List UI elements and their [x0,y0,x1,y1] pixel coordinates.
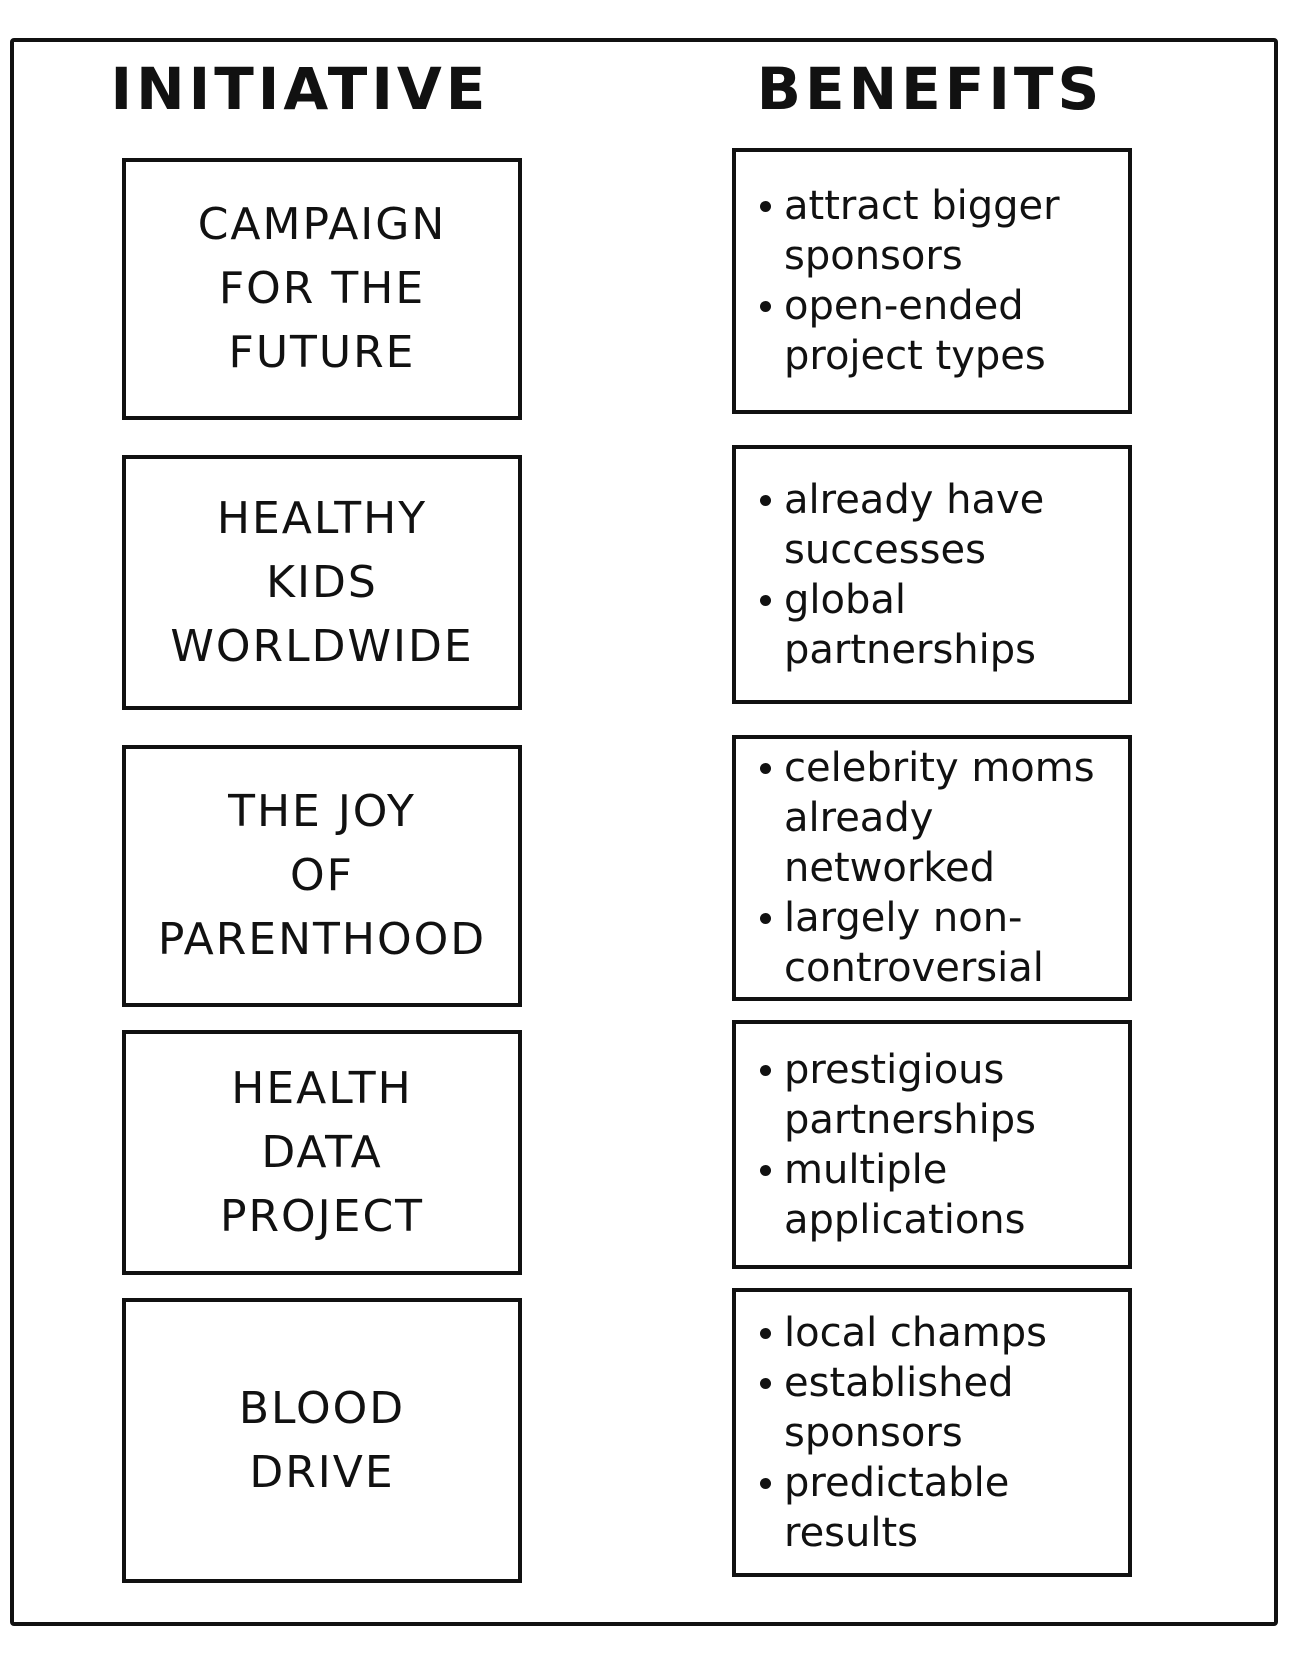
benefit-item: predictable results [758,1458,1114,1558]
benefit-text: local champs [784,1309,1047,1356]
initiative-box: CAMPAIGN FOR THE FUTURE [122,158,522,420]
bullet-dot [760,1327,771,1339]
benefit-text: multiple applications [784,1146,1026,1243]
initiative-box: HEALTH DATA PROJECT [122,1030,522,1275]
benefit-text: attract bigger sponsors [784,183,1060,279]
initiative-text: FUTURE [228,327,416,378]
initiative-text: HEALTHY [216,492,428,544]
benefit-item: attract bigger sponsors [758,181,1114,281]
initiative-text: PROJECT [219,1190,425,1242]
benefit-item: open-ended project types [758,281,1114,381]
bullet-dot [760,1377,771,1389]
benefit-text: prestigious partnerships [784,1046,1036,1143]
initiative-box: THE JOY OF PARENTHOOD [122,745,522,1007]
benefits-box: celebrity moms already networked largely … [732,735,1132,1001]
bullet-dot [760,494,771,506]
initiative-text: KIDS [266,556,378,608]
initiative-text: FOR THE [218,263,426,314]
benefit-item: celebrity moms already networked [758,743,1114,893]
initiative-text: HEALTH [231,1062,413,1114]
initiative-text: BLOOD [238,1382,406,1434]
benefits-box: already have successes global partnership… [732,445,1132,704]
initiative-text: CAMPAIGN [197,199,447,250]
benefits-box: local champs established sponsors predicta… [732,1288,1132,1577]
initiative-text: DATA [261,1126,383,1178]
bullet-dot [760,1477,771,1489]
bullet-dot [760,1064,771,1076]
benefit-item: largely non-controversial [758,893,1114,993]
initiative-text: OF [290,850,354,901]
benefit-item: multiple applications [758,1145,1114,1245]
initiative-text: THE JOY [228,786,416,837]
benefit-text: already have successes [784,476,1045,573]
benefit-item: global partnerships [758,575,1114,675]
outer-frame [10,38,1278,1626]
bullet-dot [760,201,771,212]
initiative-box: HEALTHY KIDS WORLDWIDE [122,455,522,710]
initiative-box: BLOOD DRIVE [122,1298,522,1583]
benefit-item: local champs [758,1308,1114,1358]
initiative-text: PARENTHOOD [157,914,487,965]
benefit-text: established sponsors [784,1359,1014,1456]
benefits-box: prestigious partnerships multiple applica… [732,1020,1132,1269]
bullet-dot [760,763,771,774]
benefit-text: open-ended project types [784,283,1046,379]
benefit-item: established sponsors [758,1358,1114,1458]
bullet-dot [760,594,771,606]
bullet-dot [760,913,771,924]
benefit-text: celebrity moms already networked [784,745,1095,891]
column-header: BENEFITS [756,55,1104,123]
bullet-dot [760,1164,771,1176]
benefits-box: attract bigger sponsors open-ended projec… [732,148,1132,414]
bullet-dot [760,301,771,312]
column-header: INITIATIVE [110,55,490,123]
benefit-text: global partnerships [784,576,1036,673]
initiative-text: WORLDWIDE [170,620,474,672]
initiative-text: DRIVE [249,1446,395,1498]
benefit-item: already have successes [758,475,1114,575]
benefit-item: prestigious partnerships [758,1045,1114,1145]
benefit-text: largely non-controversial [784,895,1044,991]
benefit-text: predictable results [784,1459,1010,1556]
